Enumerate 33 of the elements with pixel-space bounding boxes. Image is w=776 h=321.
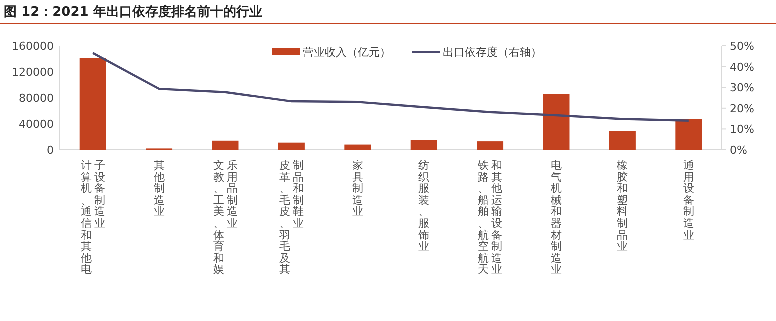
y2-tick-label: 0% bbox=[730, 144, 748, 157]
y2-tick-label: 30% bbox=[730, 82, 754, 95]
legend-label: 营业收入（亿元） bbox=[303, 46, 391, 59]
x-tick-label: 其他制造业 bbox=[152, 159, 166, 220]
bar bbox=[80, 58, 106, 150]
x-tick-label: 通用设备制造业 bbox=[682, 159, 696, 244]
bar bbox=[212, 140, 239, 150]
x-tick-label: 纺织服装、服饰业 bbox=[418, 159, 431, 256]
y-tick-label: 0 bbox=[47, 144, 54, 157]
y2-tick-label: 50% bbox=[730, 40, 754, 53]
category-label: 文教、工美、体育和娱乐用品制造业 bbox=[213, 159, 238, 276]
bar bbox=[609, 131, 636, 150]
y2-tick-label: 20% bbox=[730, 102, 754, 116]
legend-label: 出口依存度（右轴） bbox=[443, 46, 542, 59]
chart-title: 图 12：2021 年出口依存度排名前十的行业 bbox=[4, 4, 262, 20]
bar bbox=[344, 144, 372, 150]
y2-tick-label: 40% bbox=[730, 60, 754, 74]
y2-tick-label: 10% bbox=[730, 123, 754, 136]
bar bbox=[676, 119, 702, 150]
x-tick-label: 家具制造业 bbox=[351, 159, 364, 220]
y-tick-label: 120000 bbox=[12, 66, 54, 79]
category-label: 电气机械和器材制造业 bbox=[551, 159, 562, 276]
bar bbox=[543, 94, 570, 150]
bar bbox=[410, 140, 438, 150]
x-tick-label: 橡胶和塑料制品业 bbox=[616, 159, 630, 256]
bar bbox=[278, 142, 305, 150]
category-label: 皮革、毛皮、羽毛及其制品和制鞋业 bbox=[279, 159, 304, 276]
category-label: 计算机、通信和其他电子设备制造业 bbox=[80, 159, 106, 276]
y-tick-label: 160000 bbox=[12, 40, 54, 53]
y-tick-label: 40000 bbox=[19, 118, 54, 131]
category-label: 铁路、船舶、航空航天和其他运输设备制造业 bbox=[478, 159, 503, 276]
bar bbox=[477, 142, 504, 150]
y-tick-label: 80000 bbox=[19, 92, 54, 105]
